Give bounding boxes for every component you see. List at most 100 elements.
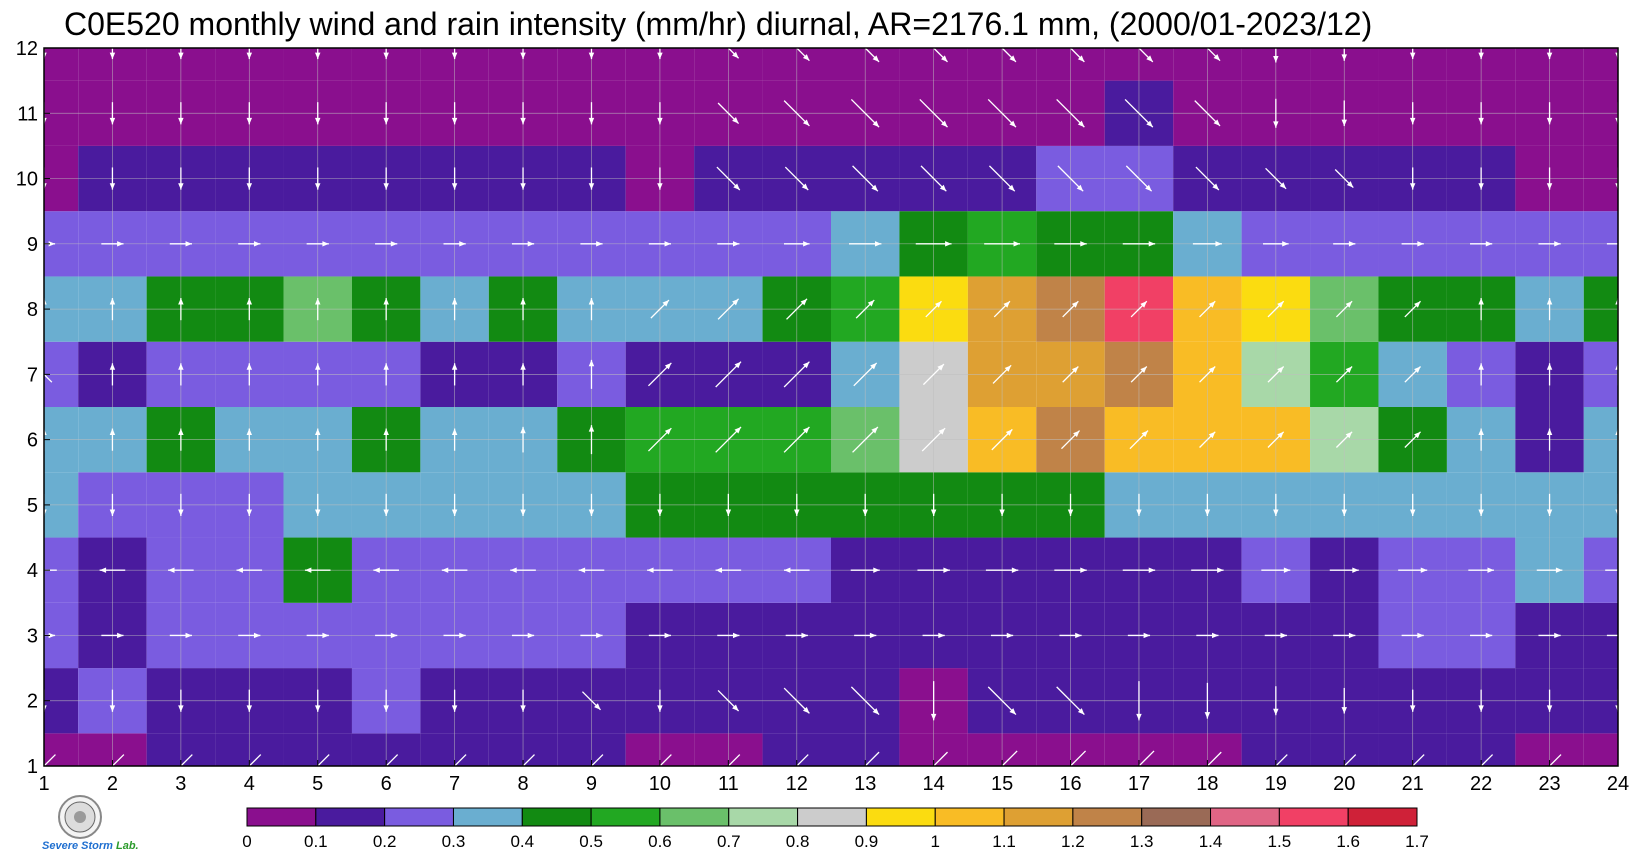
wind-arrow bbox=[850, 686, 880, 716]
wind-arrow bbox=[1335, 366, 1353, 383]
wind-arrow bbox=[109, 167, 116, 190]
wind-arrow bbox=[725, 493, 732, 517]
wind-arrow bbox=[1401, 632, 1424, 639]
colorbar-tick-label: 1.1 bbox=[992, 832, 1016, 851]
wind-arrow bbox=[1124, 98, 1154, 128]
wind-arrow bbox=[1056, 686, 1085, 716]
gridlines bbox=[43, 47, 1619, 767]
colorbar-swatch bbox=[452, 807, 523, 827]
wind-arrow bbox=[1263, 241, 1289, 247]
y-tick-label: 2 bbox=[27, 691, 38, 713]
wind-arrow bbox=[1470, 632, 1493, 639]
colorbar-tick-label: 0.7 bbox=[717, 832, 741, 851]
wind-arrow bbox=[784, 166, 809, 191]
wind-arrow bbox=[99, 567, 126, 573]
wind-arrow bbox=[246, 493, 253, 517]
wind-arrow bbox=[783, 100, 810, 127]
colorbar-swatch bbox=[246, 807, 317, 827]
wind-arrow bbox=[783, 241, 810, 247]
colorbar-swatch bbox=[1210, 807, 1280, 827]
wind-arrow bbox=[783, 361, 810, 388]
wind-arrow bbox=[657, 167, 663, 190]
wind-arrow bbox=[375, 632, 398, 639]
wind-arrow bbox=[920, 165, 947, 192]
wind-arrow bbox=[1067, 493, 1074, 517]
wind-arrow bbox=[178, 102, 184, 125]
wind-arrow bbox=[246, 297, 253, 321]
x-tick-label: 10 bbox=[649, 773, 671, 795]
colorbar-swatch bbox=[1278, 807, 1349, 827]
wind-arrow bbox=[315, 689, 321, 712]
x-tick-label: 16 bbox=[1059, 773, 1081, 795]
wind-arrow bbox=[717, 632, 740, 639]
wind-arrow bbox=[1538, 632, 1561, 639]
wind-arrow bbox=[1195, 166, 1220, 191]
wind-arrow bbox=[168, 567, 194, 573]
wind-arrow bbox=[451, 689, 458, 712]
wind-arrow bbox=[1136, 493, 1142, 517]
wind-arrow bbox=[917, 567, 950, 573]
x-tick-label: 17 bbox=[1128, 773, 1150, 795]
wind-arrow bbox=[930, 493, 937, 517]
wind-arrow bbox=[1273, 686, 1279, 716]
colorbar-tick-label: 0.3 bbox=[442, 832, 466, 851]
x-axis: 1 2 3 4 5 6 7 8 9 10 11 12 13 14 15 16 17 18 19 20 21 22 23 24 bbox=[38, 760, 1629, 795]
wind-arrow bbox=[1136, 681, 1142, 721]
colorbar-tick-label: 1.6 bbox=[1336, 832, 1360, 851]
wind-arrow bbox=[987, 98, 1017, 128]
wind-arrow bbox=[647, 427, 672, 452]
wind-arrow bbox=[717, 298, 740, 320]
wind-arrow bbox=[1409, 102, 1416, 125]
wind-arrow bbox=[716, 166, 741, 191]
wind-arrow bbox=[520, 426, 526, 453]
wind-arrow bbox=[451, 493, 458, 517]
wind-arrow bbox=[588, 297, 595, 321]
wind-arrow bbox=[1478, 428, 1484, 451]
wind-arrow bbox=[715, 361, 742, 388]
wind-arrow bbox=[783, 687, 810, 714]
wind-arrow bbox=[1398, 567, 1428, 573]
wind-arrow bbox=[1335, 431, 1353, 448]
wind-arrow bbox=[715, 567, 742, 573]
y-tick-label: 5 bbox=[27, 495, 38, 517]
colorbar-tick-label: 0.9 bbox=[855, 832, 879, 851]
wind-arrow bbox=[580, 241, 603, 247]
wind-arrow bbox=[785, 632, 808, 639]
wind-arrow bbox=[1265, 167, 1287, 190]
wind-arrow bbox=[1264, 632, 1287, 639]
wind-arrow bbox=[922, 363, 945, 386]
x-tick-label: 5 bbox=[312, 773, 323, 795]
wind-arrow bbox=[919, 98, 948, 128]
y-tick-label: 11 bbox=[17, 103, 38, 125]
wind-arrow bbox=[1122, 241, 1156, 247]
colorbar-swatch bbox=[865, 807, 936, 827]
wind-arrow bbox=[451, 363, 458, 386]
wind-arrow bbox=[169, 241, 192, 247]
y-tick-label: 8 bbox=[27, 299, 38, 321]
wind-arrow bbox=[1130, 300, 1148, 318]
wind-arrow bbox=[1267, 431, 1285, 448]
wind-arrow bbox=[855, 299, 875, 319]
colorbar-tick-label: 0 bbox=[242, 832, 251, 851]
wind-arrow bbox=[1538, 241, 1561, 247]
wind-arrow bbox=[999, 493, 1005, 517]
wind-arrow bbox=[1125, 165, 1153, 192]
colorbar-swatch bbox=[590, 807, 661, 827]
wind-arrow bbox=[925, 300, 942, 318]
wind-arrow bbox=[657, 102, 663, 125]
wind-arrow bbox=[383, 102, 389, 125]
wind-arrow bbox=[1267, 366, 1285, 383]
lab-logo-text: Severe Storm Lab. bbox=[42, 840, 139, 852]
wind-arrow bbox=[304, 567, 331, 573]
wind-arrow bbox=[246, 689, 253, 712]
wind-arrow bbox=[581, 691, 601, 711]
wind-arrow bbox=[1127, 632, 1151, 639]
wind-arrow bbox=[1062, 366, 1079, 383]
y-tick-label: 7 bbox=[27, 364, 38, 386]
wind-arrow bbox=[520, 102, 526, 125]
wind-arrow bbox=[451, 428, 458, 451]
wind-arrow bbox=[1404, 300, 1422, 318]
x-tick-label: 4 bbox=[244, 773, 255, 795]
wind-arrow bbox=[1194, 100, 1221, 127]
colorbar-tick-label: 0.8 bbox=[786, 832, 810, 851]
